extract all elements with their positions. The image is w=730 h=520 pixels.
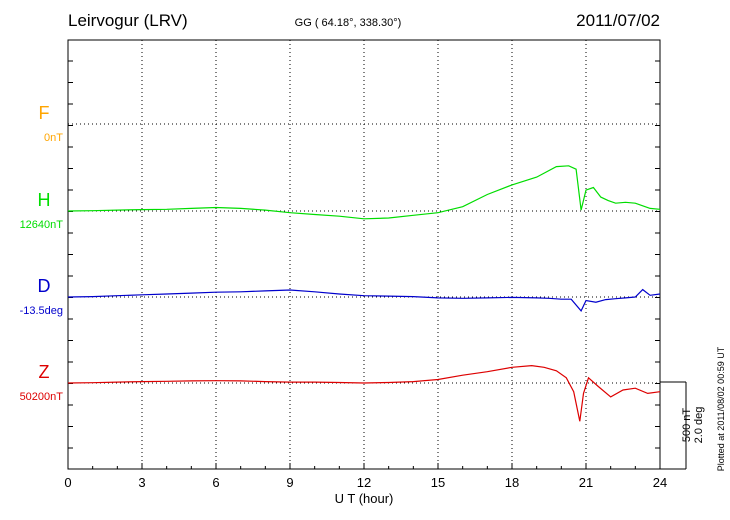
x-tick-label: 6 xyxy=(212,475,219,490)
x-tick-label: 0 xyxy=(64,475,71,490)
series-labels: F 0nT H 12640nT D -13.5deg Z 50200nT xyxy=(20,103,64,403)
x-tick-label: 12 xyxy=(357,475,371,490)
scale-nt-label: 500 nT xyxy=(681,408,693,443)
x-tick-label: 9 xyxy=(286,475,293,490)
x-tick-label: 3 xyxy=(138,475,145,490)
series-name-F: F xyxy=(39,103,50,123)
x-tick-label: 24 xyxy=(653,475,667,490)
plotted-timestamp: Plotted at 2011/08/02 00:59 UT xyxy=(716,346,726,471)
series-baseline-D: -13.5deg xyxy=(20,305,63,317)
x-tick-label: 15 xyxy=(431,475,445,490)
coords-label: GG ( 64.18°, 338.30°) xyxy=(295,17,402,29)
series-lines xyxy=(67,165,661,422)
x-tick-label: 18 xyxy=(505,475,519,490)
x-axis-label: U T (hour) xyxy=(335,491,394,506)
series-line-D xyxy=(67,288,661,313)
series-name-Z: Z xyxy=(39,362,50,382)
scale-bar xyxy=(660,381,687,470)
grid-lines xyxy=(68,40,660,469)
x-tick-label: 21 xyxy=(579,475,593,490)
series-line-H xyxy=(67,165,661,220)
series-baseline-F: 0nT xyxy=(44,132,63,144)
scale-deg-label: 2.0 deg xyxy=(693,407,705,444)
series-name-H: H xyxy=(38,190,51,210)
series-name-D: D xyxy=(38,276,51,296)
station-title: Leirvogur (LRV) xyxy=(68,11,188,30)
date-label: 2011/07/02 xyxy=(576,11,660,30)
x-axis: 0 3 6 9 12 15 18 21 24 xyxy=(64,463,667,490)
series-baseline-H: 12640nT xyxy=(20,219,64,231)
y-tick-marks xyxy=(68,60,660,449)
series-baseline-Z: 50200nT xyxy=(20,391,64,403)
series-line-Z xyxy=(67,364,661,422)
